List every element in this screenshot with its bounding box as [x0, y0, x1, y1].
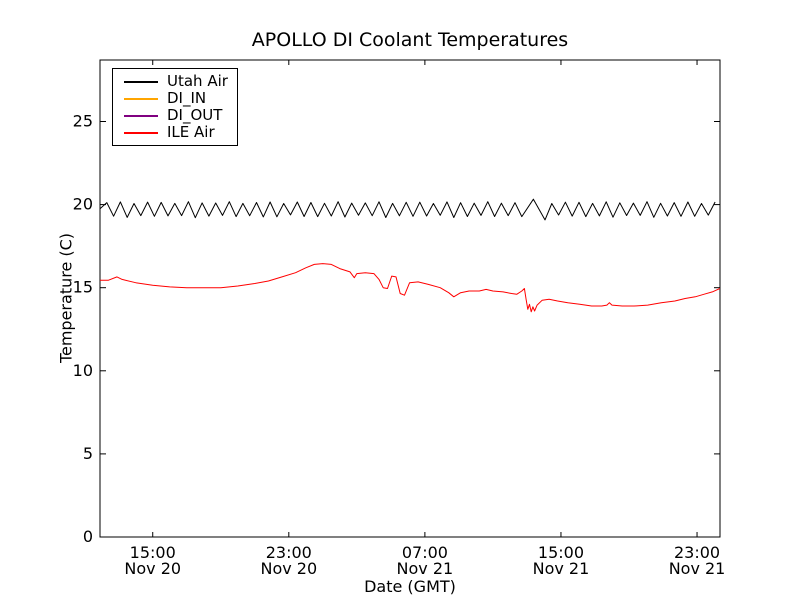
legend-line-ile-air [124, 131, 158, 134]
legend-item-di-out: DI_OUT [124, 107, 228, 124]
chart-title: APOLLO DI Coolant Temperatures [251, 29, 569, 51]
x-tick-label-time: 15:00 [538, 543, 584, 562]
x-tick-label-date: Nov 21 [397, 559, 454, 578]
x-tick-label-date: Nov 20 [124, 559, 181, 578]
x-tick-label-time: 07:00 [402, 543, 448, 562]
legend: Utah Air DI_IN DI_OUT ILE Air [112, 68, 238, 146]
x-tick-label-date: Nov 21 [669, 559, 726, 578]
legend-label: DI_IN [167, 89, 207, 107]
legend-line-utah-air [124, 80, 158, 83]
y-tick-label: 20 [73, 195, 93, 214]
series-line-ile-air [100, 263, 720, 313]
legend-label: Utah Air [167, 72, 228, 90]
y-tick-label: 0 [83, 527, 93, 546]
x-tick-label-time: 15:00 [130, 543, 176, 562]
legend-item-utah-air: Utah Air [124, 73, 228, 90]
legend-label: ILE Air [167, 123, 215, 141]
y-tick-label: 10 [73, 361, 93, 380]
x-tick-label-time: 23:00 [674, 543, 720, 562]
x-axis-label: Date (GMT) [364, 577, 456, 596]
legend-item-di-in: DI_IN [124, 90, 228, 107]
legend-line-di-out [124, 114, 158, 117]
series-line-utah-air [100, 198, 716, 221]
x-tick-label-date: Nov 20 [260, 559, 317, 578]
x-tick-label-date: Nov 21 [533, 559, 590, 578]
legend-label: DI_OUT [167, 106, 223, 124]
legend-line-di-in [124, 97, 158, 100]
x-tick-label-time: 23:00 [266, 543, 312, 562]
y-tick-label: 15 [73, 278, 93, 297]
legend-item-ile-air: ILE Air [124, 124, 228, 141]
y-tick-label: 5 [83, 444, 93, 463]
y-tick-label: 25 [73, 111, 93, 130]
